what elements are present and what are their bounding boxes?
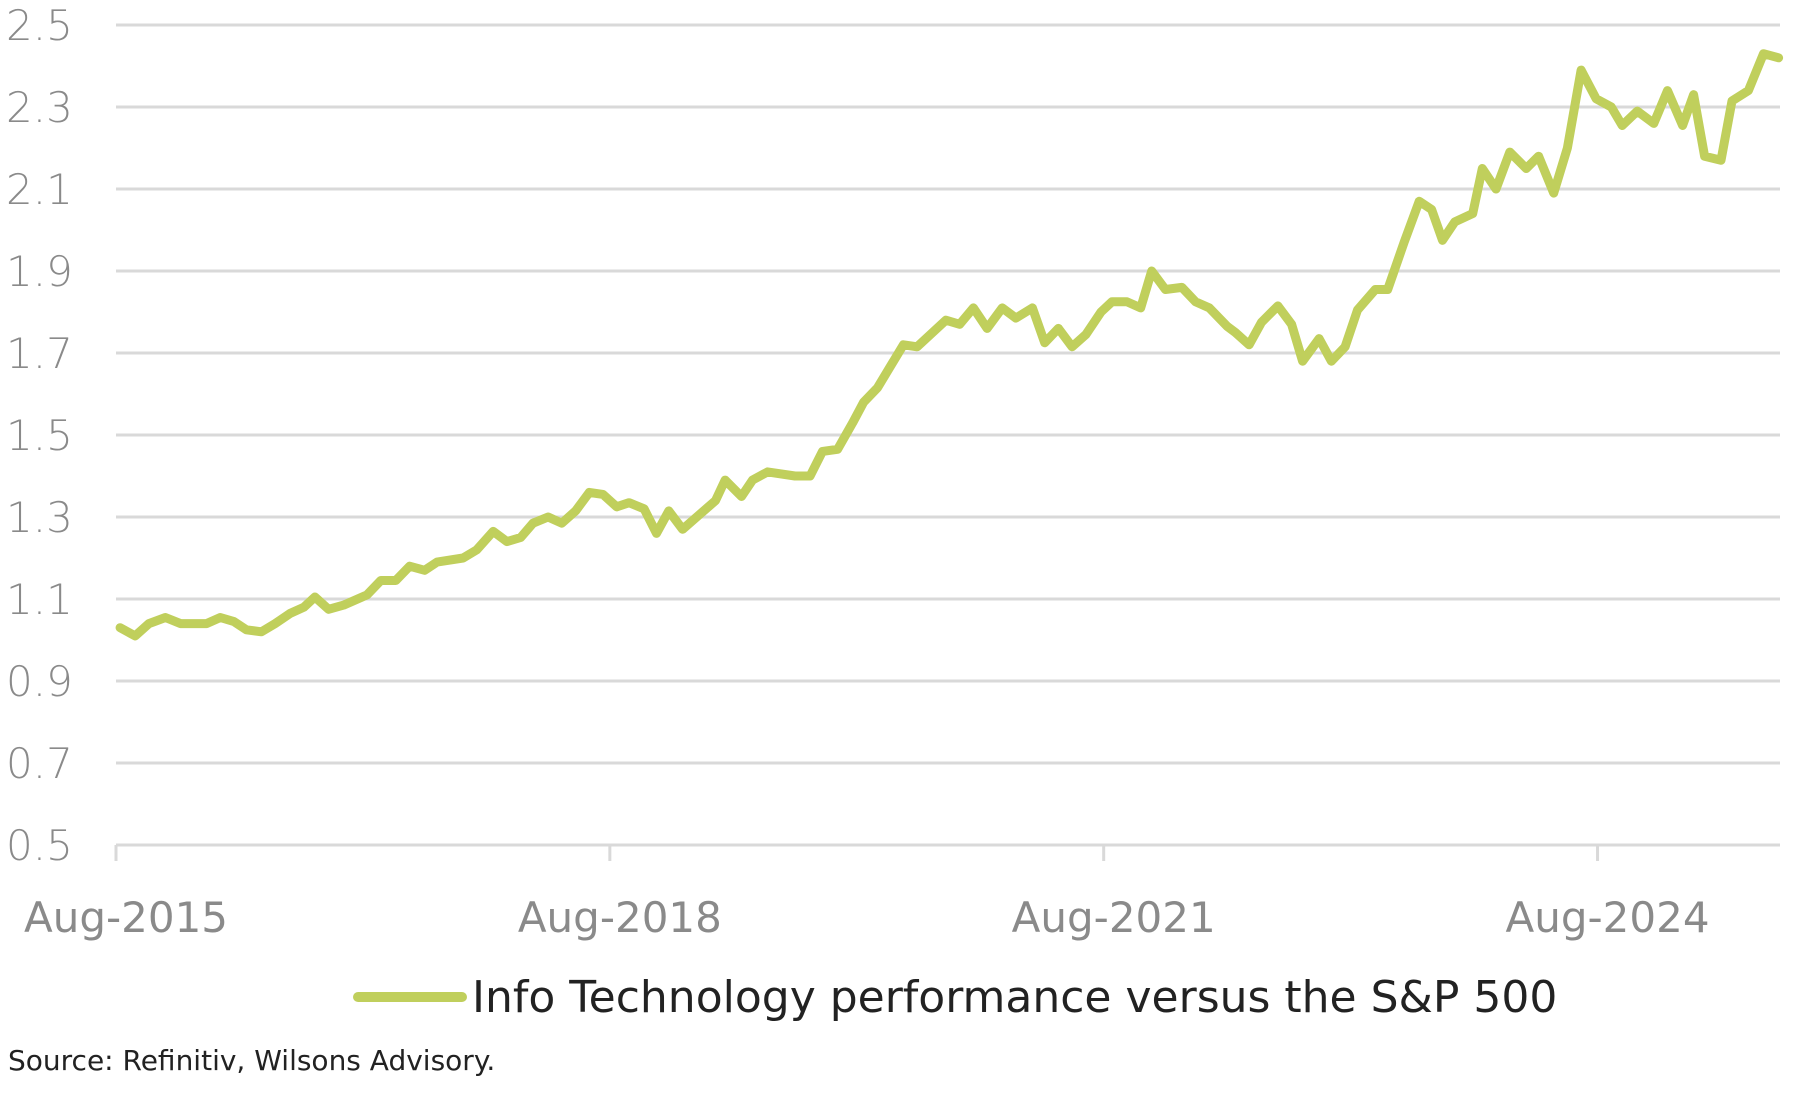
- legend-label: Info Technology performance versus the S…: [472, 972, 1557, 1023]
- y-tick-label: 0.7: [6, 739, 73, 788]
- x-axis: Aug-2015 Aug-2018 Aug-2021 Aug-2024: [24, 845, 1710, 942]
- y-tick-label: 2.5: [6, 1, 73, 50]
- y-tick-label: 2.3: [6, 83, 73, 132]
- gridlines: [116, 23, 1780, 847]
- y-tick-label: 2.1: [6, 165, 73, 214]
- y-tick-label: 1.9: [6, 247, 73, 296]
- y-tick-label: 0.5: [6, 821, 73, 870]
- x-tick-label: Aug-2018: [518, 893, 722, 942]
- legend: Info Technology performance versus the S…: [353, 972, 1557, 1023]
- source-note: Source: Refinitiv, Wilsons Advisory.: [8, 1044, 495, 1077]
- series-line: [115, 49, 1784, 641]
- y-axis-labels: 0.5 0.7 0.9 1.1 1.3 1.5 1.7 1.9 2.1 2.3 2.5: [6, 1, 73, 870]
- y-tick-label: 0.9: [6, 657, 73, 706]
- x-tick-label: Aug-2015: [24, 893, 228, 942]
- y-tick-label: 1.7: [6, 329, 73, 378]
- x-tick-label: Aug-2021: [1012, 893, 1216, 942]
- y-tick-label: 1.1: [6, 575, 73, 624]
- series-layer: [115, 49, 1784, 641]
- y-tick-label: 1.5: [6, 411, 73, 460]
- x-tick-label: Aug-2024: [1506, 893, 1710, 942]
- y-tick-label: 1.3: [6, 493, 73, 542]
